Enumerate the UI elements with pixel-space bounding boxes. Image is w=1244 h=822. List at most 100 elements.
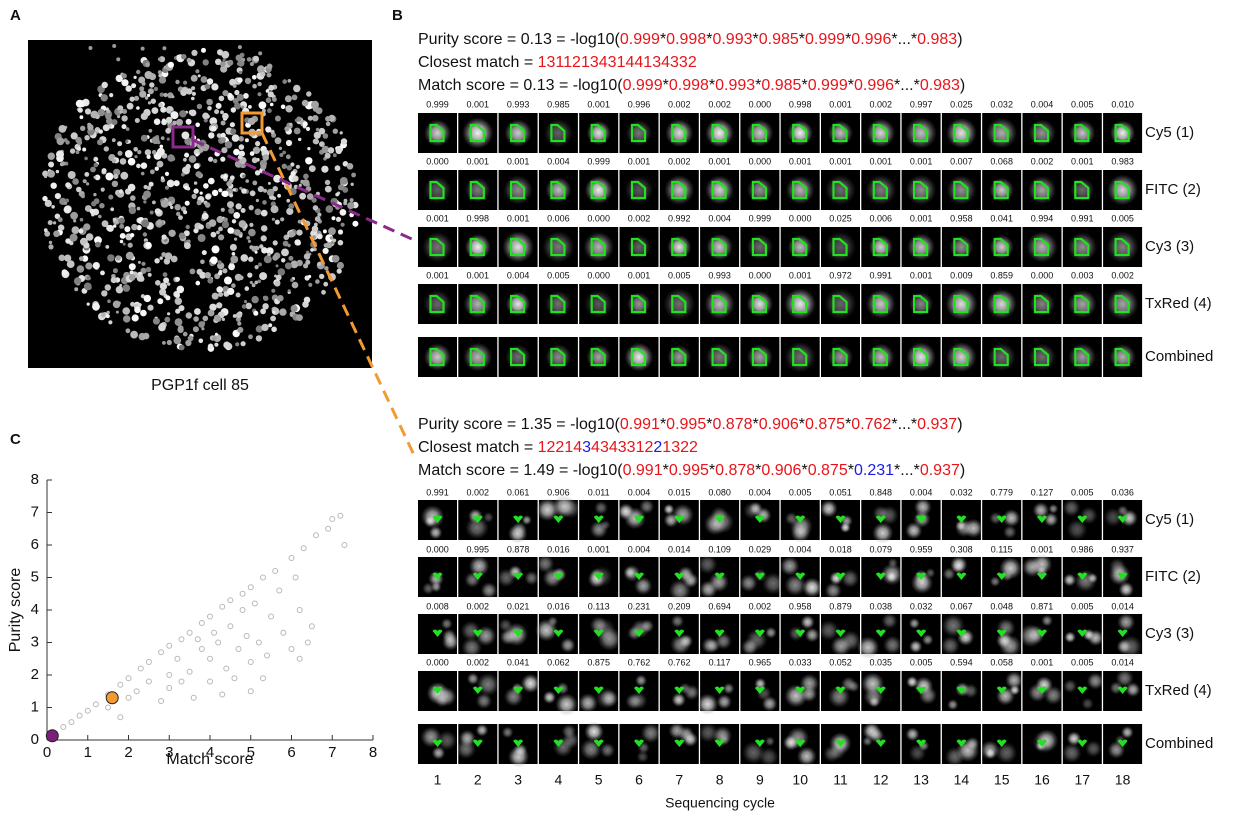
cell-spot [128, 243, 133, 248]
cell-spot [243, 228, 246, 231]
spot [791, 523, 811, 543]
match-digit: 1 [564, 439, 573, 456]
cell-spot [352, 221, 358, 227]
spot [1028, 176, 1056, 204]
cell-spot [183, 210, 187, 214]
cell-spot [332, 216, 336, 220]
cell-spot [347, 163, 354, 170]
score: 0.001 [587, 544, 610, 554]
score: 0.032 [990, 99, 1013, 109]
point [159, 699, 164, 704]
spot [461, 637, 482, 658]
score: 0.998 [467, 213, 490, 223]
spot [671, 615, 684, 628]
cell-spot [284, 126, 289, 131]
cell-spot [193, 188, 198, 193]
cell-spot [123, 243, 126, 246]
spot [1029, 291, 1055, 317]
score: 0.001 [467, 270, 490, 280]
spot [1068, 232, 1097, 261]
cell-spot [277, 295, 283, 301]
cell-spot [147, 94, 150, 97]
cell-spot [251, 296, 258, 303]
cell-spot [195, 171, 201, 177]
cell-spot [309, 165, 316, 172]
cell-spot [275, 137, 282, 144]
score: 0.002 [870, 99, 893, 109]
point [61, 725, 66, 730]
spot [881, 613, 897, 629]
cell-spot [122, 109, 127, 114]
score: 0.004 [910, 487, 933, 497]
cell-spot [130, 195, 136, 201]
cell-spot [157, 298, 163, 304]
score: 0.127 [1031, 487, 1054, 497]
match-digit: 3 [600, 439, 609, 456]
spot [600, 743, 615, 758]
cell-spot [161, 200, 169, 208]
cell-spot [122, 124, 127, 129]
cell-spot [182, 87, 187, 92]
spot [783, 735, 799, 751]
spot [906, 175, 936, 205]
cell-spot [152, 201, 156, 205]
cycle-label: 17 [1075, 772, 1091, 788]
cell-spot [153, 318, 160, 325]
score: 0.001 [1031, 544, 1054, 554]
channel-label: TxRed (4) [1145, 295, 1212, 312]
point [297, 656, 302, 661]
spot [1107, 231, 1139, 263]
cell-spot [124, 226, 130, 232]
cell-spot [116, 255, 121, 260]
cell-spot [88, 46, 92, 50]
cell-spot [326, 122, 331, 127]
match-digit: 1 [662, 439, 671, 456]
cell-spot [261, 210, 268, 217]
cell-spot [271, 327, 277, 333]
spot [723, 683, 735, 695]
spot [840, 522, 851, 533]
match-digit: 2 [688, 54, 697, 71]
factor: 0.985 [761, 77, 801, 94]
cell-spot [101, 188, 105, 192]
cell-spot [120, 233, 126, 239]
cell-spot [208, 344, 214, 350]
cycle-label: 14 [954, 772, 970, 788]
spot [740, 574, 758, 592]
cell-spot [255, 141, 260, 146]
cell-spot [288, 256, 293, 261]
cell-spot [207, 78, 213, 84]
cell-spot [276, 264, 279, 267]
cycle-label: 11 [833, 772, 848, 788]
match-digit: 4 [591, 439, 600, 456]
y-tick-label: 6 [31, 536, 39, 553]
cell-spot [197, 104, 202, 109]
point [167, 643, 172, 648]
cell-spot [109, 93, 113, 97]
score: 0.048 [990, 601, 1013, 611]
factor: 0.998 [666, 31, 706, 48]
cell-spot [125, 150, 133, 158]
cell-spot [55, 193, 61, 199]
cell-spot [288, 79, 292, 83]
score: 0.009 [950, 270, 973, 280]
cell-spot [333, 239, 337, 243]
x-tick-label: 2 [124, 744, 132, 761]
score: 0.000 [587, 270, 610, 280]
cell-spot [248, 118, 255, 125]
point [236, 647, 241, 652]
cell-spot [112, 159, 116, 163]
cell-spot [94, 163, 99, 168]
score: 0.005 [910, 657, 933, 667]
cell-spot [298, 138, 301, 141]
spot [630, 692, 648, 710]
point [179, 637, 184, 642]
cell-spot [236, 293, 241, 298]
score: 0.067 [950, 601, 973, 611]
spot [1026, 231, 1057, 262]
cell-spot [221, 121, 226, 126]
spot [431, 581, 442, 592]
cell-spot [108, 320, 112, 324]
score: 0.005 [547, 270, 570, 280]
cell-spot [223, 218, 228, 223]
